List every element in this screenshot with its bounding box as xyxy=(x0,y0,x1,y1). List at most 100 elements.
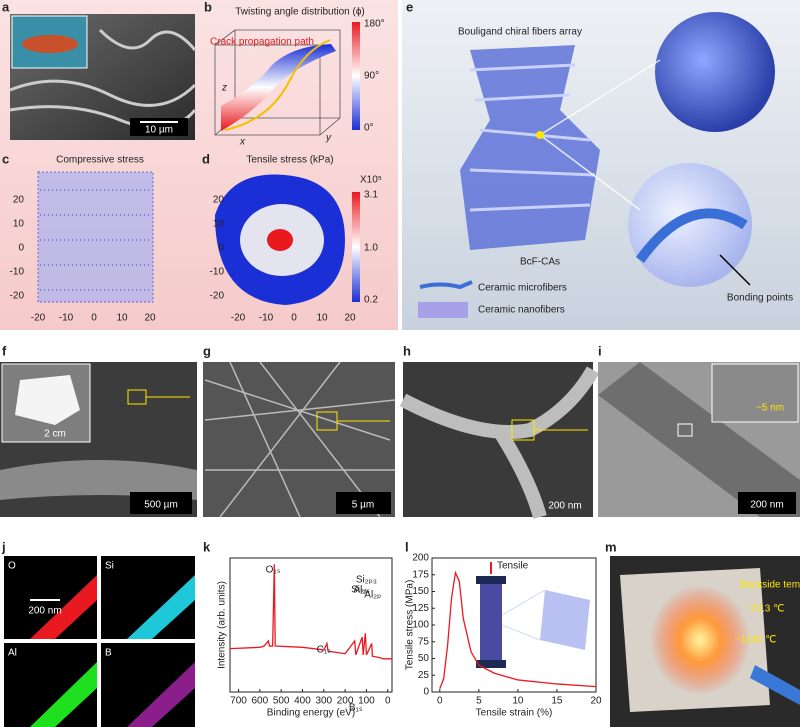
cylinder xyxy=(37,171,154,303)
element: B xyxy=(105,648,112,659)
peak-label: O₁ₛ xyxy=(266,565,281,576)
tick-label: 0 xyxy=(291,313,297,324)
x-tick-label: 200 xyxy=(337,696,354,707)
annotation: ~72.3 ℃ xyxy=(745,604,784,615)
tick-label: -10 xyxy=(259,313,274,324)
colorbar-label: 1.0 xyxy=(364,243,378,254)
zoom-lines xyxy=(539,59,661,211)
x-axis-label: Tensile strain (%) xyxy=(476,708,553,719)
y-tick-label: 25 xyxy=(418,670,430,681)
colorbar-label: 180° xyxy=(364,19,385,30)
scale-label: 200 nm xyxy=(28,606,61,617)
y-tick-label: 100 xyxy=(412,620,429,631)
panel-label: k xyxy=(203,539,211,554)
colorbar xyxy=(352,22,360,130)
map-signal xyxy=(30,662,97,727)
panel-label: l xyxy=(405,539,409,554)
multiplier: X10⁵ xyxy=(360,175,382,186)
y-tick-label: 200 xyxy=(412,553,429,564)
peak-label: Al₂ₚ xyxy=(364,590,381,601)
name-label: BcF-CAs xyxy=(520,257,560,268)
scale-box xyxy=(336,492,391,514)
zoom-lines xyxy=(501,589,546,641)
scale-label: 200 nm xyxy=(548,501,581,512)
panel-label: e xyxy=(406,0,413,14)
colorbar-label: 90° xyxy=(364,71,379,82)
grip xyxy=(476,660,506,668)
panel-label: m xyxy=(605,539,617,554)
colorbar-label: 0.2 xyxy=(364,295,378,306)
tick-label: -20 xyxy=(31,313,46,324)
scale-label: 200 nm xyxy=(750,500,783,511)
tick-label: 0 xyxy=(91,313,97,324)
y-tick-label: 75 xyxy=(418,636,430,647)
peak-label: C₁ₛ xyxy=(317,645,332,656)
y-tick-label: 150 xyxy=(412,586,429,597)
x-tick-label: 15 xyxy=(551,696,563,707)
annotation: Backside temperature xyxy=(740,580,800,591)
tick-label: -10 xyxy=(210,267,225,278)
axis-label: y xyxy=(325,133,332,144)
y-tick-label: 175 xyxy=(412,569,429,580)
x-tick-label: 300 xyxy=(315,696,332,707)
layers xyxy=(540,590,590,650)
shrimp xyxy=(22,35,78,53)
fibers xyxy=(399,366,600,519)
legend-icon xyxy=(418,302,468,318)
colorbar xyxy=(352,192,360,302)
inset-label: Tensile xyxy=(497,561,529,572)
axis-label: z xyxy=(221,83,227,94)
tick-label: 20 xyxy=(144,313,156,324)
fiber-array xyxy=(460,45,600,250)
map-signal xyxy=(30,575,97,639)
peak-label: Si₂ₚ₃ xyxy=(356,575,377,586)
panel-title: Tensile stress (kPa) xyxy=(246,155,333,166)
x-tick-label: 20 xyxy=(590,696,602,707)
zoom-box xyxy=(677,423,693,437)
torch-flame xyxy=(750,665,800,705)
x-axis-label: Binding energy (eV) xyxy=(267,708,355,719)
panel-label: i xyxy=(598,343,602,358)
layers xyxy=(469,63,596,212)
texture xyxy=(0,460,197,500)
fiber xyxy=(598,362,800,517)
map-signal xyxy=(127,575,195,639)
legend-text: Ceramic nanofibers xyxy=(478,305,565,316)
legend-icon xyxy=(419,280,473,290)
tick-label: 0 xyxy=(18,243,24,254)
peak-label: Al₂ₛ xyxy=(353,585,370,596)
scale-label: 2 cm xyxy=(44,429,66,440)
x-tick-label: 5 xyxy=(476,696,482,707)
callout: Bonding points xyxy=(727,293,793,304)
scale-box xyxy=(738,492,796,514)
fibers xyxy=(204,361,396,518)
element: Al xyxy=(8,648,17,659)
tick-label: -10 xyxy=(59,313,74,324)
tick-label: 10 xyxy=(116,313,128,324)
panel-label: f xyxy=(2,343,7,358)
x-tick-label: 0 xyxy=(385,696,391,707)
data-line xyxy=(229,564,392,660)
panel-label: h xyxy=(403,343,411,358)
sem-image xyxy=(203,362,395,517)
colorbar-label: 3.1 xyxy=(364,190,378,201)
tick-label: 20 xyxy=(13,195,25,206)
colorbar-label: 0° xyxy=(364,123,374,134)
legend-text: Ceramic microfibers xyxy=(478,283,567,294)
microfiber xyxy=(635,208,748,263)
tick-label: -20 xyxy=(231,313,246,324)
panel-title: Bouligand chiral fibers array xyxy=(458,27,582,38)
specimen xyxy=(480,582,502,662)
element: Si xyxy=(105,561,114,572)
peak-label: B₁ₛ xyxy=(349,703,363,714)
scale-label: 5 µm xyxy=(352,500,374,511)
tick-label: 0 xyxy=(218,243,224,254)
x-tick-label: 400 xyxy=(294,696,311,707)
element: O xyxy=(8,561,16,572)
focus xyxy=(536,131,544,139)
crack-path xyxy=(224,39,331,131)
surface xyxy=(221,44,336,131)
tick-label: 20 xyxy=(213,195,225,206)
x-tick-label: 10 xyxy=(512,696,524,707)
panel-label: b xyxy=(204,0,212,14)
